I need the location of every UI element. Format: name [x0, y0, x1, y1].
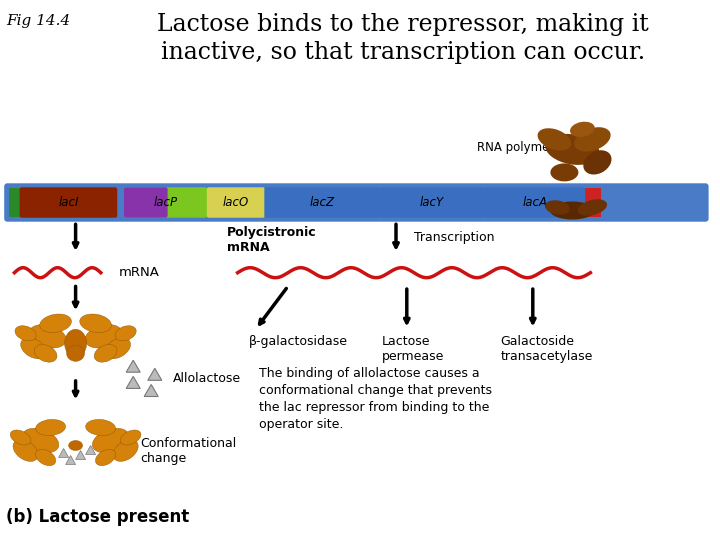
Text: lacI: lacI [58, 196, 78, 209]
Ellipse shape [10, 430, 31, 445]
Ellipse shape [545, 134, 600, 165]
Ellipse shape [577, 199, 607, 215]
Ellipse shape [29, 325, 66, 348]
Text: Allolactose: Allolactose [173, 372, 241, 384]
Ellipse shape [92, 428, 129, 453]
Ellipse shape [40, 314, 71, 333]
Ellipse shape [68, 441, 83, 450]
Text: Galactoside
transacetylase: Galactoside transacetylase [500, 335, 593, 363]
Ellipse shape [96, 449, 116, 465]
Ellipse shape [550, 164, 578, 181]
Ellipse shape [35, 449, 55, 465]
Polygon shape [86, 446, 96, 455]
Polygon shape [126, 376, 140, 388]
Text: Conformational
change: Conformational change [140, 437, 237, 465]
Ellipse shape [21, 338, 47, 359]
Ellipse shape [538, 129, 571, 151]
Ellipse shape [104, 338, 130, 359]
Polygon shape [144, 384, 158, 396]
Ellipse shape [66, 345, 85, 361]
Text: The binding of allolactose causes a
conformational change that prevents
the lac : The binding of allolactose causes a conf… [259, 367, 492, 431]
FancyBboxPatch shape [379, 187, 485, 218]
Polygon shape [148, 368, 162, 380]
Ellipse shape [113, 440, 138, 461]
FancyBboxPatch shape [264, 187, 380, 218]
Ellipse shape [545, 200, 570, 215]
Ellipse shape [35, 345, 57, 362]
Text: β-galactosidase: β-galactosidase [248, 335, 347, 348]
Text: mRNA: mRNA [119, 266, 160, 279]
FancyBboxPatch shape [484, 187, 585, 218]
Text: Transcription: Transcription [414, 231, 495, 244]
Text: lacO: lacO [222, 196, 249, 209]
Ellipse shape [583, 150, 611, 174]
FancyBboxPatch shape [19, 187, 117, 218]
Bar [583, 188, 601, 217]
Ellipse shape [36, 420, 66, 436]
Text: (b) Lactose present: (b) Lactose present [6, 509, 189, 526]
FancyBboxPatch shape [207, 187, 265, 218]
Ellipse shape [85, 325, 122, 348]
Text: RNA polymerase: RNA polymerase [477, 141, 575, 154]
Ellipse shape [115, 326, 136, 341]
FancyBboxPatch shape [4, 183, 708, 222]
Text: Lactose binds to the repressor, making it
inactive, so that transcription can oc: Lactose binds to the repressor, making i… [158, 14, 649, 64]
Ellipse shape [550, 201, 595, 219]
Text: lacZ: lacZ [310, 196, 335, 209]
Ellipse shape [22, 428, 59, 453]
Ellipse shape [570, 122, 595, 137]
Ellipse shape [65, 329, 86, 357]
Ellipse shape [15, 326, 36, 341]
FancyBboxPatch shape [124, 187, 168, 218]
Polygon shape [76, 450, 86, 460]
Ellipse shape [13, 440, 38, 461]
Ellipse shape [94, 345, 117, 362]
Text: lacY: lacY [420, 196, 444, 209]
Polygon shape [66, 456, 76, 464]
Text: lacP: lacP [153, 196, 178, 209]
Ellipse shape [80, 314, 112, 333]
Text: Lactose
permease: Lactose permease [382, 335, 444, 363]
Text: Fig 14.4: Fig 14.4 [6, 14, 70, 28]
FancyBboxPatch shape [124, 187, 207, 218]
Ellipse shape [86, 420, 115, 436]
Polygon shape [126, 360, 140, 372]
Ellipse shape [574, 127, 611, 152]
Text: lacA: lacA [522, 196, 547, 209]
Bar [9, 188, 22, 217]
Text: Polycistronic
mRNA: Polycistronic mRNA [227, 226, 316, 254]
Ellipse shape [120, 430, 141, 445]
Polygon shape [58, 449, 68, 457]
